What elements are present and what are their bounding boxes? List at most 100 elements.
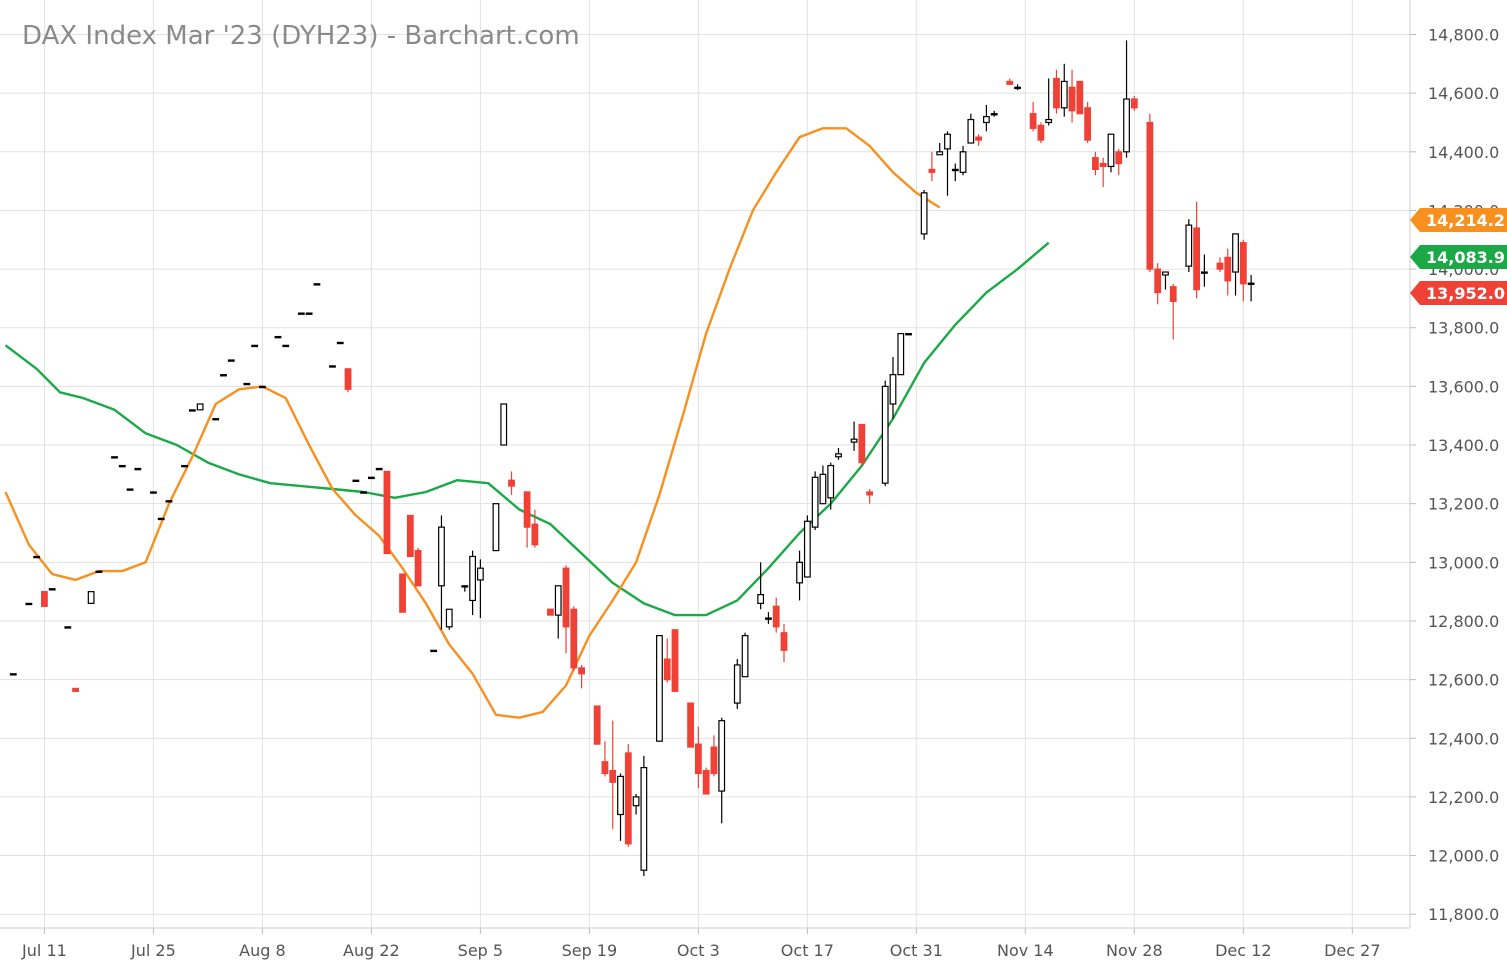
candle-body	[632, 796, 640, 807]
candle-body	[336, 341, 344, 345]
candle	[772, 597, 780, 633]
candle	[157, 517, 165, 521]
candle	[990, 110, 998, 117]
candle	[344, 368, 352, 393]
candle	[126, 488, 134, 491]
candle	[282, 344, 290, 348]
candle	[663, 638, 671, 683]
candle-body	[827, 464, 835, 499]
price-tag-box	[1410, 281, 1507, 305]
y-tick-label: 13,600.0	[1428, 377, 1499, 396]
candle	[702, 767, 710, 795]
x-tick-label: Dec 27	[1324, 941, 1380, 960]
candle-body	[1099, 162, 1107, 168]
candle	[1076, 80, 1084, 115]
y-tick-label: 13,400.0	[1428, 436, 1499, 455]
candle-body	[500, 403, 508, 446]
candle-body	[1185, 224, 1193, 267]
y-tick-label: 13,200.0	[1428, 495, 1499, 514]
candle-body	[212, 418, 220, 421]
candle-body	[733, 664, 741, 704]
candle-body	[1076, 80, 1084, 115]
candle-body	[1068, 86, 1076, 112]
candle-body	[547, 608, 554, 616]
candle	[1123, 40, 1130, 158]
candle	[1200, 254, 1208, 287]
candle-body	[554, 585, 562, 616]
candle-body	[165, 500, 173, 503]
candle	[1247, 274, 1255, 302]
candle-body	[48, 588, 56, 591]
candle	[951, 163, 959, 182]
candle-body	[710, 746, 718, 775]
price-tags: 14,214.2 14,083.9 13,952.0	[1410, 208, 1507, 305]
candle	[554, 585, 562, 639]
candle	[508, 471, 515, 495]
candle	[694, 726, 702, 789]
candle-body	[469, 555, 476, 602]
candle	[570, 606, 578, 671]
candle-body	[1107, 133, 1115, 168]
candle-body	[430, 649, 438, 653]
candle	[733, 659, 741, 709]
candle-body	[858, 423, 866, 464]
candle	[274, 335, 282, 339]
candle-body	[881, 385, 889, 484]
candle-body	[1045, 118, 1053, 124]
candle-body	[803, 520, 811, 578]
candle	[656, 635, 663, 742]
candle	[866, 489, 874, 504]
candle-body	[1200, 271, 1208, 274]
candle	[1239, 239, 1247, 302]
x-tick-label: Aug 8	[239, 941, 286, 960]
price-tag-box	[1410, 245, 1507, 269]
candle	[1068, 69, 1076, 123]
candle	[578, 664, 585, 689]
candle-body	[95, 570, 103, 573]
candle	[765, 612, 772, 624]
candle	[476, 559, 484, 619]
candle-body	[375, 467, 383, 471]
candle	[718, 717, 726, 824]
candle	[1014, 84, 1021, 91]
candle	[671, 629, 679, 692]
candle	[1130, 96, 1138, 111]
candle-body	[243, 382, 251, 386]
candle-body	[414, 549, 422, 587]
candle-body	[819, 473, 827, 505]
candle-body	[640, 766, 648, 871]
candle-body	[329, 365, 336, 368]
candle	[438, 515, 445, 630]
candle	[367, 476, 375, 480]
candle-body	[1247, 282, 1255, 285]
candle	[461, 585, 469, 592]
candle	[430, 649, 438, 653]
candle	[1029, 101, 1037, 132]
candle-body	[967, 118, 975, 144]
candle-body	[1232, 233, 1239, 273]
candle	[936, 143, 944, 156]
candle-body	[835, 453, 842, 458]
candle	[9, 673, 17, 676]
x-tick-label: Oct 17	[781, 941, 834, 960]
candle	[1045, 78, 1053, 126]
candle	[95, 570, 103, 573]
candle-body	[562, 567, 570, 628]
candle	[741, 632, 749, 678]
candle	[1146, 113, 1154, 273]
candle	[1037, 122, 1045, 144]
candle	[165, 500, 173, 503]
candle-body	[438, 526, 445, 587]
candle-body	[936, 151, 944, 156]
candle-body	[765, 617, 772, 620]
candle-body	[570, 608, 578, 669]
candle-body	[72, 687, 79, 692]
candle-body	[181, 464, 188, 468]
candle-body	[975, 136, 983, 141]
x-tick-label: Oct 31	[890, 941, 943, 960]
candle	[1084, 101, 1092, 144]
candle-body	[126, 488, 134, 491]
y-tick-label: 14,400.0	[1428, 143, 1499, 162]
candle-body	[609, 769, 617, 783]
